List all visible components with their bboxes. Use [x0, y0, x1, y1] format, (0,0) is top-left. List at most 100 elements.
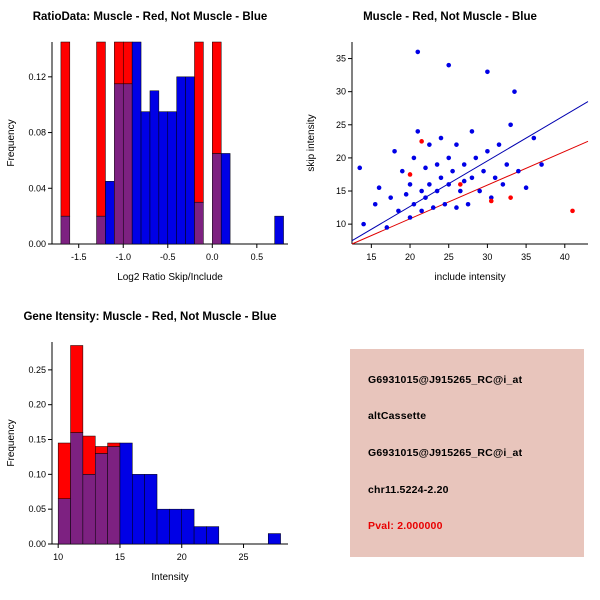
data-point [481, 168, 486, 174]
y-tick-label: 0.00 [28, 239, 46, 249]
histogram-bar [122, 83, 133, 245]
data-point [396, 208, 401, 214]
data-point [419, 139, 424, 144]
data-point [419, 188, 424, 194]
data-point [477, 188, 482, 194]
y-tick-label: 25 [336, 120, 346, 130]
chart-title: Gene Itensity: Muscle - Red, Not Muscle … [23, 311, 276, 323]
data-point [504, 162, 510, 167]
histogram-bar [193, 526, 207, 545]
chart-title: Muscle - Red, Not Muscle - Blue [363, 11, 537, 23]
info-line-pval: Pval: 2.000000 [368, 520, 443, 533]
data-point [485, 69, 490, 75]
data-point [461, 162, 467, 167]
data-point [488, 195, 494, 200]
x-tick-label: 10 [53, 552, 63, 562]
y-tick-label: 0.12 [28, 72, 46, 82]
intensity-scatter-panel: Muscle - Red, Not Muscle - Blue 15 20 25 30 3… [300, 0, 600, 300]
data-point [570, 208, 575, 214]
info-panel-container: G6931015@J915265_RC@i_at altCassette G69… [300, 300, 600, 600]
data-point [407, 182, 413, 187]
y-tick-label: 0.15 [28, 435, 46, 445]
x-tick-label: 15 [366, 252, 376, 262]
data-point [446, 182, 452, 187]
histogram-bar [60, 41, 71, 217]
histogram-bar [220, 153, 231, 245]
histogram-bar [181, 508, 195, 545]
x-tick-label: -1.0 [115, 252, 131, 262]
y-tick-label: 0.10 [28, 469, 46, 479]
data-point [392, 148, 397, 154]
data-point [438, 135, 444, 141]
histogram-bar [176, 76, 186, 245]
info-line-probe-id: G6931015@J915265_RC@i_at [368, 373, 523, 386]
data-point [357, 165, 363, 171]
data-point [388, 195, 393, 200]
data-point [461, 178, 467, 184]
x-tick-label: 0.0 [206, 252, 219, 262]
info-line-event-type: altCassette [368, 410, 427, 423]
histogram-bar [194, 41, 204, 203]
histogram-bar [96, 41, 106, 217]
y-tick-label: 35 [336, 54, 346, 64]
x-tick-label: 20 [405, 252, 415, 262]
data-point [427, 142, 432, 147]
data-point [446, 155, 452, 161]
histogram-bar [114, 83, 124, 245]
data-point [384, 225, 390, 230]
data-point [361, 221, 366, 227]
histogram-bar [132, 474, 145, 545]
histogram-bar [131, 41, 142, 245]
x-tick-label: 25 [444, 252, 454, 262]
x-axis-label: include intensity [434, 272, 505, 283]
histogram-bar [144, 474, 158, 545]
histogram-bar [274, 215, 284, 245]
data-point [427, 182, 432, 187]
histogram-bar [212, 153, 222, 245]
x-tick-label: 20 [177, 552, 187, 562]
x-tick-label: 30 [482, 252, 492, 262]
x-tick-label: -0.5 [160, 252, 176, 262]
data-point [403, 192, 409, 197]
intensity-scatter-svg: Muscle - Red, Not Muscle - Blue 15 20 25 30 3… [306, 11, 589, 283]
histogram-bar [70, 345, 84, 433]
data-point [399, 168, 405, 174]
histogram-bar [156, 508, 170, 545]
chart-title: RatioData: Muscle - Red, Not Muscle - Bl… [33, 11, 268, 23]
data-point [485, 148, 490, 154]
y-axis-label: Frequency [6, 419, 17, 466]
histogram-bar [70, 432, 84, 545]
data-point [376, 185, 382, 191]
y-tick-label: 0.05 [28, 504, 46, 514]
x-tick-label: 15 [115, 552, 125, 562]
data-point [458, 188, 463, 194]
x-tick-label: 35 [521, 252, 531, 262]
y-tick-label: 0.04 [28, 183, 46, 193]
data-point [508, 122, 513, 128]
y-tick-label: 20 [336, 153, 346, 163]
y-tick-label: 15 [336, 186, 346, 196]
histogram-bar [212, 41, 222, 154]
data-point [523, 185, 529, 191]
regression-line [351, 101, 589, 242]
histogram-bar [57, 498, 71, 545]
data-point [446, 62, 452, 68]
data-point [372, 201, 378, 207]
data-point [438, 175, 444, 181]
ratio-histogram-panel: RatioData: Muscle - Red, Not Muscle - Bl… [0, 0, 300, 300]
histogram-bar [94, 446, 108, 454]
histogram-bar [169, 508, 182, 545]
histogram-bar [158, 111, 169, 245]
data-point [469, 129, 475, 134]
data-point [516, 168, 521, 174]
ratio-histogram-svg: RatioData: Muscle - Red, Not Muscle - Bl… [6, 11, 288, 283]
y-tick-label: 10 [336, 219, 346, 229]
x-tick-label: 40 [560, 252, 570, 262]
data-point [423, 165, 428, 171]
gene-histogram-svg: Gene Itensity: Muscle - Red, Not Muscle … [6, 311, 288, 583]
x-tick-label: 0.5 [251, 252, 264, 262]
data-point [430, 205, 436, 210]
data-point [407, 215, 413, 220]
data-point [488, 198, 494, 204]
